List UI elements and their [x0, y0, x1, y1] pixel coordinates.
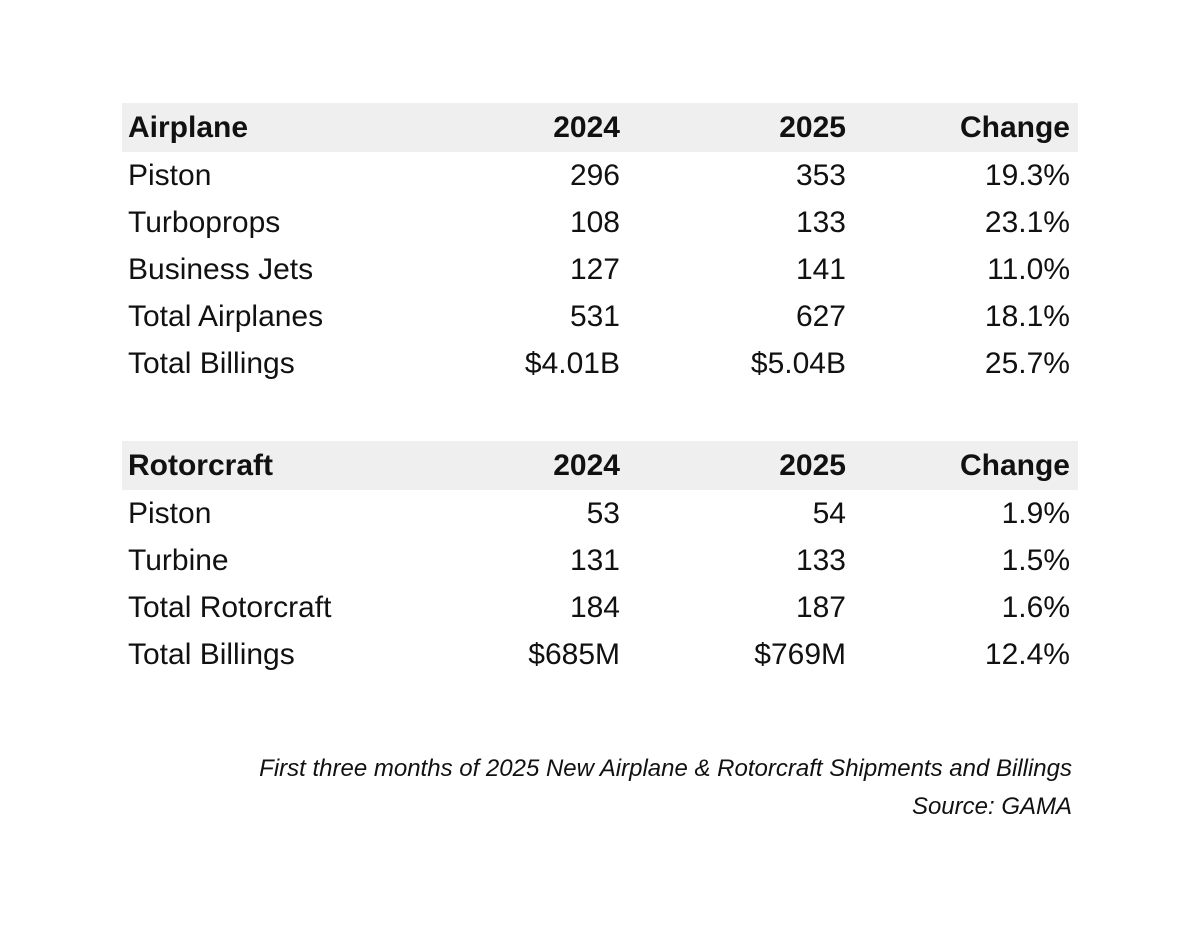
- column-header-2024: 2024: [553, 449, 620, 482]
- row-label: Piston: [128, 497, 212, 530]
- header-row: Rotorcraft 2024 2025 Change: [122, 441, 1078, 490]
- column-header-2025: 2025: [779, 111, 846, 144]
- caption-source: Source: GAMA: [911, 793, 1072, 820]
- row-label: Total Rotorcraft: [128, 591, 332, 624]
- cell-2025: $769M: [754, 638, 846, 671]
- table-row: Total Rotorcraft 184 187 1.6%: [122, 584, 1078, 631]
- cell-2025: 133: [795, 544, 846, 577]
- caption: First three months of 2025 New Airplane …: [259, 750, 1072, 826]
- cell-2025: 141: [795, 253, 846, 286]
- cell-2024: $685M: [528, 638, 620, 671]
- column-header-2025: 2025: [779, 449, 846, 482]
- column-header-label: Airplane: [128, 111, 249, 144]
- airplane-table-header: Airplane 2024 2025 Change: [122, 103, 1078, 152]
- cell-change: 11.0%: [987, 253, 1070, 286]
- cell-2024: 131: [569, 544, 620, 577]
- cell-2025: 627: [795, 300, 846, 333]
- cell-2025: 187: [795, 591, 846, 624]
- cell-2025: $5.04B: [750, 347, 846, 380]
- column-header-2024: 2024: [553, 111, 620, 144]
- cell-change: 23.1%: [984, 206, 1070, 239]
- table-row: Total Billings $4.01B $5.04B 25.7%: [122, 340, 1078, 387]
- column-header-label: Rotorcraft: [128, 449, 274, 482]
- cell-2025: 54: [812, 497, 846, 530]
- table-row: Piston 53 54 1.9%: [122, 490, 1078, 537]
- table-row: Turbine 131 133 1.5%: [122, 537, 1078, 584]
- cell-2024: 184: [569, 591, 620, 624]
- row-label: Total Billings: [128, 347, 295, 380]
- cell-2025: 353: [795, 159, 846, 192]
- airplane-table-body: Piston 296 353 19.3% Turboprops 108 133 23.1% Bu…: [122, 152, 1078, 387]
- rotorcraft-table-header: Rotorcraft 2024 2025 Change: [122, 441, 1078, 490]
- cell-change: 19.3%: [984, 159, 1070, 192]
- row-label: Total Billings: [128, 638, 295, 671]
- cell-change: 1.5%: [1001, 544, 1070, 577]
- header-row: Airplane 2024 2025 Change: [122, 103, 1078, 152]
- cell-2024: 296: [569, 159, 620, 192]
- cell-2024: 108: [569, 206, 620, 239]
- table-row: Total Billings $685M $769M 12.4%: [122, 631, 1078, 678]
- cell-change: 1.9%: [1001, 497, 1070, 530]
- cell-2024: $4.01B: [524, 347, 620, 380]
- table-row: Total Airplanes 531 627 18.1%: [122, 293, 1078, 340]
- column-header-change: Change: [959, 111, 1070, 144]
- cell-change: 18.1%: [984, 300, 1070, 333]
- rotorcraft-table: Rotorcraft 2024 2025 Change Piston 53 54 1.9% T…: [122, 441, 1078, 678]
- caption-title: First three months of 2025 New Airplane …: [259, 755, 1072, 782]
- table-row: Business Jets 127 141 11.0%: [122, 246, 1078, 293]
- table-row: Piston 296 353 19.3%: [122, 152, 1078, 199]
- column-header-change: Change: [959, 449, 1070, 482]
- cell-2024: 127: [569, 253, 620, 286]
- cell-2024: 53: [586, 497, 620, 530]
- row-label: Business Jets: [128, 253, 314, 286]
- rotorcraft-table-body: Piston 53 54 1.9% Turbine 131 133 1.5% Total Rot…: [122, 490, 1078, 678]
- cell-2024: 531: [569, 300, 620, 333]
- cell-2025: 133: [795, 206, 846, 239]
- row-label: Turboprops: [128, 206, 281, 239]
- table-row: Turboprops 108 133 23.1%: [122, 199, 1078, 246]
- cell-change: 25.7%: [984, 347, 1070, 380]
- row-label: Piston: [128, 159, 212, 192]
- cell-change: 1.6%: [1001, 591, 1070, 624]
- cell-change: 12.4%: [984, 638, 1070, 671]
- row-label: Total Airplanes: [128, 300, 324, 333]
- row-label: Turbine: [128, 544, 229, 577]
- airplane-table: Airplane 2024 2025 Change Piston 296 353 19.3%…: [122, 103, 1078, 387]
